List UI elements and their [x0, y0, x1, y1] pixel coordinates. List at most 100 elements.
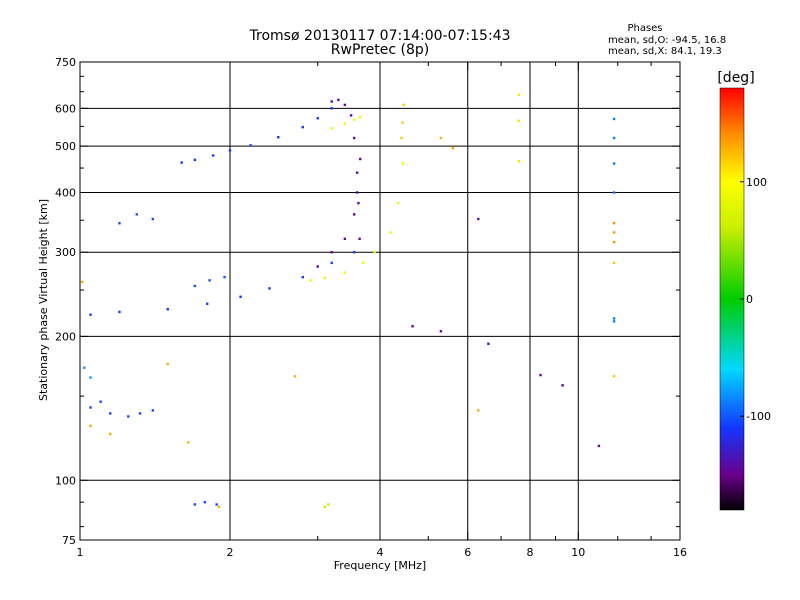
data-point [612, 191, 616, 194]
data-point [118, 310, 121, 314]
data-point [203, 500, 206, 504]
data-point [301, 125, 305, 129]
y-tick-label: 75 [62, 534, 76, 547]
data-point [316, 265, 319, 268]
colorbar-tick-label: 100 [746, 176, 767, 189]
data-point [109, 432, 112, 436]
chart-title: Tromsø 20130117 07:14:00-07:15:43 [249, 28, 511, 44]
y-tick-label: 500 [55, 140, 76, 153]
data-point [249, 144, 252, 147]
data-point [343, 122, 347, 125]
data-point [612, 162, 616, 165]
data-point [268, 287, 271, 290]
data-point [361, 261, 365, 265]
data-point [352, 213, 356, 216]
data-point [597, 444, 601, 448]
data-point [151, 217, 155, 221]
data-point [439, 330, 443, 333]
data-point [358, 157, 362, 161]
data-point [228, 149, 232, 152]
y-tick-label: 750 [55, 56, 76, 69]
data-point [612, 261, 616, 265]
x-tick-label: 16 [673, 546, 687, 559]
stats-line-x: mean, sd,X: 84.1, 19.3 [608, 46, 722, 57]
data-point [402, 103, 405, 107]
data-point [358, 237, 361, 241]
data-point [205, 302, 209, 305]
data-point [330, 100, 333, 103]
axis-ticks: 1 2 4 6 8 10 16 75 100 200 300 400 500 600 750 [55, 56, 687, 559]
data-point [89, 313, 92, 316]
data-point [337, 98, 340, 102]
data-point [355, 171, 359, 174]
data-point [358, 115, 362, 119]
data-point [439, 136, 443, 140]
data-point [109, 412, 112, 415]
data-point [352, 118, 356, 121]
data-point [330, 261, 333, 265]
data-point [612, 136, 616, 140]
grid-lines [80, 62, 680, 540]
data-point [277, 136, 280, 139]
data-point [323, 276, 327, 280]
data-point [330, 251, 333, 254]
colorbar: 100 0 -100 [719, 87, 771, 511]
data-point [80, 280, 84, 284]
data-point [180, 161, 183, 164]
data-point [166, 362, 169, 366]
data-point [487, 342, 490, 345]
data-point [327, 503, 330, 506]
stats-line-o: mean, sd,O: -94.5, 16.8 [608, 35, 726, 46]
data-point [135, 213, 138, 216]
data-point [316, 117, 319, 120]
data-point [323, 505, 327, 509]
data-point [411, 325, 414, 328]
stats-heading: Phases [627, 23, 662, 34]
data-point [389, 231, 392, 234]
x-tick-label: 6 [464, 546, 471, 559]
data-point [309, 279, 312, 282]
data-point [208, 279, 211, 282]
data-point [373, 251, 376, 254]
y-tick-label: 200 [55, 330, 76, 343]
data-point [612, 240, 616, 244]
x-tick-label: 10 [571, 546, 585, 559]
data-point [477, 217, 480, 221]
x-tick-label: 8 [527, 546, 534, 559]
data-point [612, 231, 616, 234]
data-point [561, 384, 564, 387]
data-point [357, 201, 360, 205]
y-tick-label: 300 [55, 246, 76, 259]
colorbar-tick-label: 0 [746, 293, 753, 306]
data-point [343, 103, 347, 107]
chart-subtitle: RwPretec (8p) [331, 42, 429, 58]
data-point [127, 415, 130, 418]
x-tick-label: 1 [77, 546, 84, 559]
data-point [612, 317, 616, 320]
data-point [612, 117, 616, 121]
x-axis-label: Frequency [MHz] [334, 559, 426, 572]
data-point [193, 503, 197, 506]
data-point [89, 376, 92, 379]
data-point [215, 503, 218, 506]
data-point [330, 127, 333, 130]
data-point [99, 400, 102, 403]
x-tick-label: 4 [377, 546, 384, 559]
data-point [612, 320, 616, 323]
data-point [612, 222, 616, 225]
data-point [612, 375, 616, 378]
data-point [517, 119, 521, 123]
data-point [349, 114, 353, 117]
data-point [401, 121, 404, 124]
data-point [352, 136, 356, 140]
data-point [343, 237, 347, 241]
data-point [223, 275, 226, 279]
data-point [193, 158, 197, 162]
data-point [118, 222, 121, 225]
data-point [301, 275, 305, 279]
data-point [355, 191, 359, 194]
data-point [83, 366, 86, 369]
data-point [401, 162, 405, 165]
data-point [187, 441, 190, 444]
